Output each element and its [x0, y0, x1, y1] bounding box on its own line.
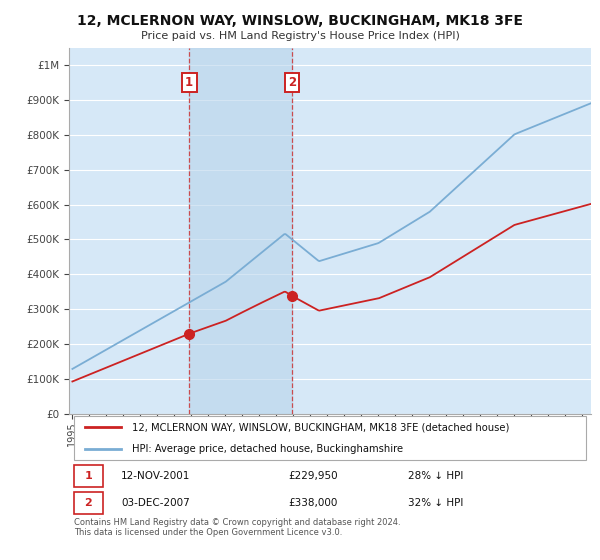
Text: 1: 1 [185, 76, 193, 89]
Text: 28% ↓ HPI: 28% ↓ HPI [409, 471, 464, 481]
Text: 12-NOV-2001: 12-NOV-2001 [121, 471, 191, 481]
Text: 32% ↓ HPI: 32% ↓ HPI [409, 498, 464, 508]
Text: £229,950: £229,950 [288, 471, 338, 481]
Bar [189, 48, 292, 414]
Text: 12, MCLERNON WAY, WINSLOW, BUCKINGHAM, MK18 3FE: 12, MCLERNON WAY, WINSLOW, BUCKINGHAM, M… [77, 14, 523, 28]
Text: 12, MCLERNON WAY, WINSLOW, BUCKINGHAM, MK18 3FE (detached house): 12, MCLERNON WAY, WINSLOW, BUCKINGHAM, M… [131, 422, 509, 432]
Text: HPI: Average price, detached house, Buckinghamshire: HPI: Average price, detached house, Buck… [131, 444, 403, 454]
Text: 2: 2 [288, 76, 296, 89]
Text: 1: 1 [85, 471, 92, 481]
Text: Contains HM Land Registry data © Crown copyright and database right 2024.
This d: Contains HM Land Registry data © Crown c… [74, 517, 401, 537]
Text: £338,000: £338,000 [288, 498, 338, 508]
Text: Price paid vs. HM Land Registry's House Price Index (HPI): Price paid vs. HM Land Registry's House … [140, 31, 460, 41]
Text: 2: 2 [85, 498, 92, 508]
Bar [74, 465, 103, 487]
Text: 03-DEC-2007: 03-DEC-2007 [121, 498, 190, 508]
Bar [74, 492, 103, 514]
